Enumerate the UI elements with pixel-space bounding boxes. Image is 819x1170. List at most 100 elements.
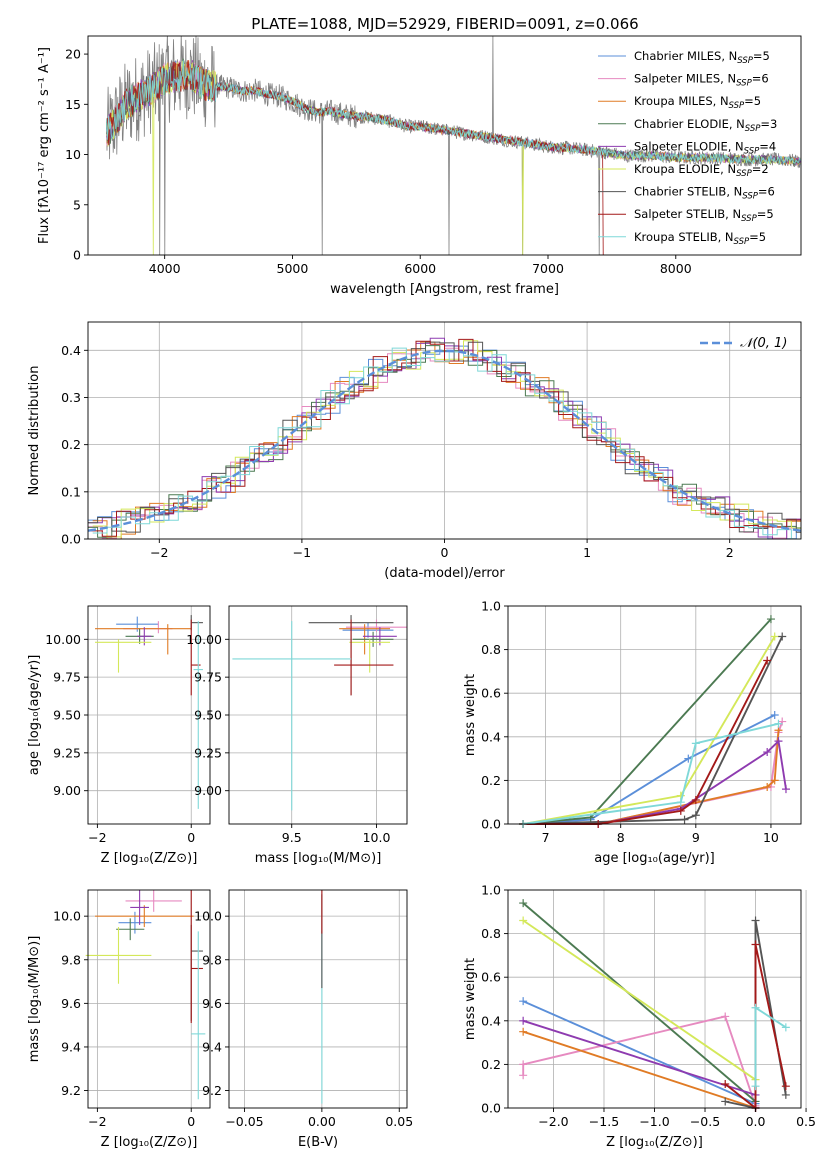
- histogram-step: [92, 341, 801, 540]
- y-tick-label: 20: [65, 47, 81, 62]
- data-point-marker: [781, 1082, 790, 1091]
- legend-entry: Kroupa STELIB, NSSP=5: [634, 230, 766, 247]
- y-axis-label: age [log₁₀(age/yr)]: [27, 655, 42, 776]
- x-axis-label: age [log₁₀(age/yr)]: [594, 851, 715, 866]
- x-tick-label: −2.0: [538, 1114, 568, 1129]
- y-tick-label: 0.8: [481, 926, 501, 941]
- x-tick-label: 1: [583, 545, 591, 560]
- residuals-frame: −2 −1 0 1 2 0.0 0.1 0.2 0.3 0.4 (data-model)/error…: [27, 321, 802, 581]
- data-point-marker: [763, 656, 772, 665]
- age-vs-Z-frame: −2 0 9.00 9.25 9.50 9.75 10.00 Z [log₁₀(Z/Z⊙)] a…: [27, 605, 211, 866]
- legend-entry: Salpeter ELODIE, NSSP=4: [634, 139, 776, 156]
- y-tick-label: 15: [65, 97, 81, 112]
- series-line: [522, 1015, 757, 1107]
- legend-entry: Salpeter MILES, NSSP=6: [634, 72, 769, 89]
- y-axis-label: Normed distribution: [27, 366, 42, 496]
- y-tick-label: 9.8: [61, 952, 81, 967]
- y-tick-label: 1.0: [481, 599, 501, 614]
- data-point-marker: [763, 782, 772, 791]
- data-point-marker: [519, 899, 528, 908]
- x-tick-label: −2: [88, 830, 106, 845]
- data-point-marker: [519, 1016, 528, 1025]
- data-point-marker: [721, 1097, 730, 1106]
- x-tick-label: 0: [187, 830, 195, 845]
- y-tick-label: 9.6: [61, 996, 81, 1011]
- mass-vs-Z-frame: −2 0 9.2 9.4 9.6 9.8 10.0 Z [log₁₀(Z/Z⊙)] mass […: [27, 889, 211, 1150]
- age-vs-Z-series: [95, 615, 203, 809]
- x-tick-label: 9: [692, 830, 700, 845]
- data-point-marker: [721, 1080, 730, 1089]
- x-tick-label: 0: [441, 545, 449, 560]
- y-axis-label: mass weight: [463, 958, 478, 1040]
- data-point-marker: [778, 632, 787, 641]
- series-line: [522, 636, 784, 825]
- data-point-marker: [770, 776, 779, 785]
- data-point-marker: [781, 785, 790, 794]
- y-tick-label: 0.0: [481, 1101, 501, 1116]
- y-tick-label: 0.2: [481, 773, 501, 788]
- x-tick-label: 2: [726, 545, 734, 560]
- y-axis-label: mass [log₁₀(M/M⊙)]: [27, 936, 42, 1063]
- y-tick-label: 9.25: [194, 745, 222, 760]
- mass-vs-Z-series: [85, 890, 206, 1100]
- y-tick-label: 0.6: [481, 970, 501, 985]
- y-tick-label: 10.00: [186, 632, 222, 647]
- x-axis-label: Z [log₁₀(Z/Z⊙)]: [606, 1135, 703, 1150]
- y-tick-label: 5: [73, 197, 81, 212]
- y-tick-label: 0.4: [481, 1013, 501, 1028]
- x-tick-label: 0.05: [385, 1114, 413, 1129]
- x-tick-label: 7000: [532, 261, 564, 276]
- data-point-marker: [676, 798, 685, 807]
- legend-entry: Kroupa MILES, NSSP=5: [634, 94, 761, 111]
- x-tick-label: 6000: [404, 261, 436, 276]
- plots-layer: Chabrier MILES, NSSP=5 Salpeter MILES, NS…: [27, 35, 816, 1150]
- y-tick-label: 0: [73, 248, 81, 263]
- series-line: [522, 722, 779, 825]
- y-tick-label: 9.4: [61, 1039, 81, 1054]
- series-line: [522, 919, 757, 1081]
- y-tick-label: 0.1: [61, 484, 81, 499]
- spectrum-series: [106, 36, 801, 255]
- data-point-marker: [751, 916, 760, 925]
- series-line: [522, 714, 776, 825]
- x-tick-label: 0.00: [308, 1114, 336, 1129]
- data-point-marker: [691, 796, 700, 805]
- residual-series: 𝒩(0, 1): [87, 336, 802, 540]
- x-tick-label: 9.5: [282, 830, 302, 845]
- y-tick-label: 9.50: [194, 708, 222, 723]
- gaussian-curve: [87, 349, 802, 532]
- y-tick-label: 9.25: [53, 745, 81, 760]
- y-tick-label: 9.75: [53, 670, 81, 685]
- data-point-marker: [676, 806, 685, 815]
- data-point-marker: [721, 1012, 730, 1021]
- x-tick-label: −0.05: [225, 1114, 263, 1129]
- x-tick-label: −2: [88, 1114, 106, 1129]
- data-point-marker: [519, 1027, 528, 1036]
- data-point-marker: [691, 739, 700, 748]
- y-axis-label: mass weight: [463, 674, 478, 756]
- spectrum-clipped: [106, 36, 801, 255]
- data-point-marker: [770, 632, 779, 641]
- legend-entry: Chabrier ELODIE, NSSP=3: [634, 117, 777, 134]
- spectrum-model-line: [106, 60, 801, 165]
- x-axis-label: E(B-V): [298, 1135, 338, 1150]
- legend-entry: Salpeter STELIB, NSSP=5: [634, 207, 774, 224]
- spectrum-legend: Chabrier MILES, NSSP=5 Salpeter MILES, NS…: [598, 49, 777, 247]
- data-point-marker: [751, 940, 760, 949]
- data-point-marker: [519, 916, 528, 925]
- x-axis-label: wavelength [Angstrom, rest frame]: [330, 282, 559, 297]
- x-tick-label: −0.5: [690, 1114, 720, 1129]
- data-point-marker: [519, 997, 528, 1006]
- axes-frame: [87, 35, 802, 256]
- spectrum-frame: 4000 5000 6000 7000 8000 0 5 10 15 20 wavelength […: [37, 35, 802, 297]
- y-tick-label: 0.0: [61, 532, 81, 547]
- y-tick-label: 0.2: [481, 1057, 501, 1072]
- data-point-marker: [519, 1071, 528, 1080]
- histogram-step: [88, 338, 801, 537]
- data-point-marker: [781, 1023, 790, 1032]
- data-point-marker: [774, 737, 783, 746]
- mass-weight-vs-age-frame: 7 8 9 10 0.0 0.2 0.4 0.6 0.8 1.0 age [log₁₀(age/yr…: [463, 599, 802, 866]
- data-point-marker: [751, 1003, 760, 1012]
- axes-frame: [228, 889, 408, 1109]
